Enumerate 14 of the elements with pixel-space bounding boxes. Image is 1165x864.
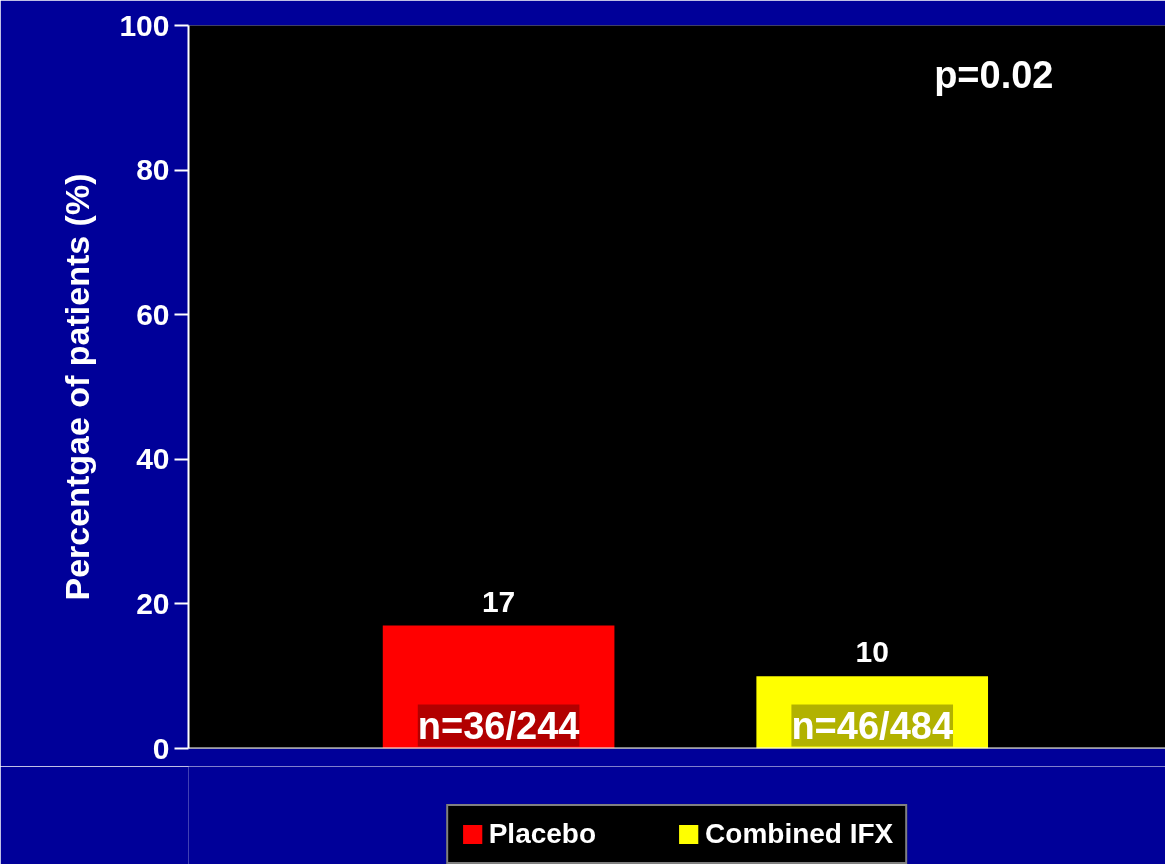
y-tick-label: 100 <box>119 8 170 42</box>
data-label: 17 <box>481 584 516 618</box>
y-tick-label: 20 <box>136 586 170 620</box>
annotation: n=46/484 <box>791 704 954 747</box>
legend-label: Placebo <box>488 818 597 850</box>
y-tick-label: 60 <box>136 297 170 331</box>
annotation: n=36/244 <box>417 704 580 747</box>
y-tick-label: 80 <box>136 153 170 187</box>
annotation: p=0.02 <box>934 53 1054 96</box>
y-tick-label: 0 <box>152 731 170 765</box>
y-tick-label: 40 <box>136 442 170 476</box>
data-label: 10 <box>855 635 889 669</box>
legend-label: Combined IFX <box>705 818 894 850</box>
y-axis-title: Percentgae of patients (%) <box>58 173 97 601</box>
